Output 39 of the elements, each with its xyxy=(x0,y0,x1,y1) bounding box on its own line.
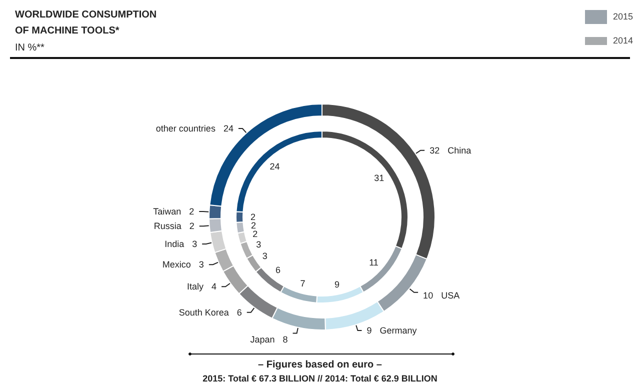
slice-label: Russia xyxy=(154,221,182,232)
data-label: 24 xyxy=(223,123,234,134)
slice-label: Germany xyxy=(380,326,418,336)
slice-label: Mexico xyxy=(162,260,191,270)
text: – Figures based on euro – xyxy=(258,360,382,370)
slice-label: Japan xyxy=(250,334,275,345)
data-label: 2 xyxy=(189,221,194,232)
legend-label: 2015 xyxy=(613,12,634,22)
data-label: 24 xyxy=(270,162,280,172)
data-label: 2 xyxy=(252,229,258,240)
text: 2015: Total € 67.3 BILLION // 2014: Total € 62.9 BILLION xyxy=(202,374,438,384)
data-label: 3 xyxy=(262,250,268,261)
text: IN %** xyxy=(15,42,45,54)
slice-label: China xyxy=(448,145,472,156)
data-label: 6 xyxy=(236,307,242,318)
slice-label: other countries xyxy=(156,123,216,134)
slice-label: Italy xyxy=(186,282,204,292)
data-label: 8 xyxy=(282,334,288,345)
data-label: 9 xyxy=(366,326,372,336)
legend-label: 2014 xyxy=(613,36,634,46)
text: WORLDWIDE CONSUMPTION OF MACHINE TOOLS* xyxy=(15,10,157,36)
slice-label: South Korea xyxy=(178,307,229,318)
data-label: 6 xyxy=(276,265,281,276)
data-label: 2 xyxy=(250,212,256,222)
data-label: 3 xyxy=(256,239,262,250)
data-label: 2 xyxy=(251,220,256,231)
data-label: 31 xyxy=(374,173,384,184)
slice-label: USA xyxy=(441,290,460,301)
data-label: 9 xyxy=(334,279,340,290)
data-label: 32 xyxy=(430,145,440,156)
data-label: 3 xyxy=(192,238,198,249)
data-label: 4 xyxy=(212,282,217,292)
data-label: 10 xyxy=(423,290,434,301)
data-label: 2 xyxy=(189,206,194,217)
data-label: 3 xyxy=(198,260,204,270)
data-label: 11 xyxy=(369,258,378,268)
data-label: 7 xyxy=(300,278,306,288)
slice-label: Taiwan xyxy=(153,206,182,217)
slice-label: India xyxy=(164,238,184,249)
